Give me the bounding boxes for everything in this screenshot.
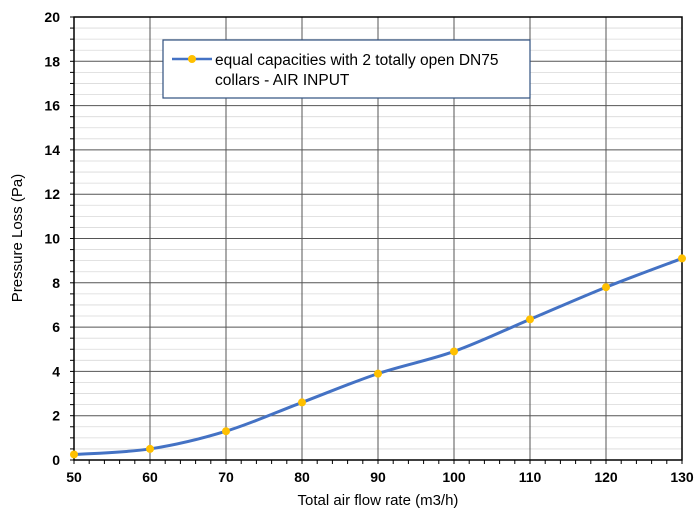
- x-tick-label: 90: [370, 469, 386, 485]
- y-axis-title: Pressure Loss (Pa): [9, 174, 26, 302]
- y-tick-label: 10: [44, 231, 60, 247]
- x-axis-title: Total air flow rate (m3/h): [298, 492, 459, 509]
- y-tick-label: 6: [52, 319, 60, 335]
- x-tick-label: 130: [670, 469, 694, 485]
- y-tick-label: 2: [52, 408, 60, 424]
- data-point-marker: [222, 427, 230, 436]
- data-point-marker: [678, 254, 686, 263]
- data-point-marker: [146, 444, 154, 453]
- data-point-marker: [374, 369, 382, 378]
- legend-label-line-1: equal capacities with 2 totally open DN7…: [215, 52, 498, 69]
- y-tick-label: 18: [44, 53, 60, 69]
- x-tick-label: 50: [66, 469, 82, 485]
- y-tick-label: 12: [44, 186, 60, 202]
- x-tick-label: 100: [442, 469, 466, 485]
- y-tick-label: 8: [52, 275, 60, 291]
- y-tick-label: 0: [52, 452, 60, 468]
- data-point-marker: [298, 398, 306, 407]
- legend-box: [162, 39, 531, 99]
- x-axis-tick-labels: 50 60 70 80 90 100 110 120 130: [66, 469, 694, 485]
- x-tick-label: 70: [218, 469, 234, 485]
- y-tick-label: 16: [44, 98, 60, 114]
- x-tick-label: 60: [142, 469, 158, 485]
- x-tick-label: 120: [594, 469, 618, 485]
- y-tick-label: 20: [44, 9, 60, 25]
- y-axis-tick-labels: 0 2 4 6 8 10 12 14 16 18 20: [44, 9, 60, 468]
- legend: equal capacities with 2 totally open DN7…: [162, 39, 531, 99]
- legend-label-line-2: collars - AIR INPUT: [215, 72, 350, 89]
- data-point-marker: [450, 347, 458, 356]
- data-point-marker: [602, 283, 610, 292]
- x-tick-label: 110: [519, 469, 542, 485]
- y-tick-label: 4: [52, 363, 60, 379]
- series-layer: [70, 254, 686, 459]
- data-point-marker: [526, 315, 534, 324]
- x-tick-label: 80: [294, 469, 310, 485]
- legend-marker-swatch: [188, 55, 196, 63]
- y-tick-label: 14: [44, 142, 60, 158]
- data-point-marker: [70, 450, 78, 459]
- plot-area-frame: [73, 16, 683, 461]
